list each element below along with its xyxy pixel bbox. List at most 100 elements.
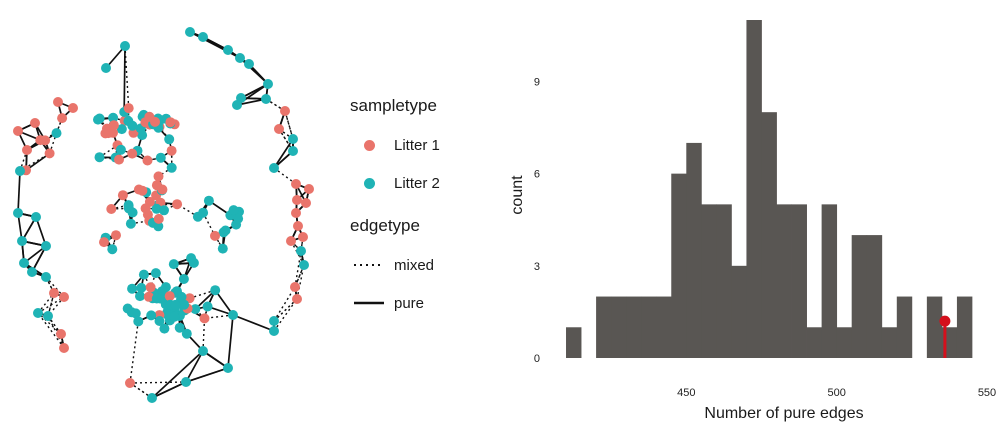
legend-item-mixed: mixed bbox=[350, 246, 500, 284]
litter1-node bbox=[150, 116, 160, 127]
mixed-edge bbox=[294, 250, 302, 288]
litter1-node bbox=[274, 124, 284, 134]
litter2-node bbox=[181, 328, 192, 339]
pure-edge bbox=[185, 350, 204, 383]
litter2-node bbox=[202, 301, 213, 312]
litter1-node bbox=[57, 113, 68, 124]
y-tick-label: 0 bbox=[534, 353, 540, 365]
histogram-bar bbox=[686, 142, 702, 358]
mixed-edge bbox=[48, 132, 58, 154]
litter1-node bbox=[13, 126, 23, 136]
litter2-dot-icon bbox=[350, 173, 388, 193]
litter1-node bbox=[166, 145, 177, 156]
litter1-node bbox=[280, 106, 290, 116]
litter2-node bbox=[150, 268, 161, 279]
histogram-bar bbox=[836, 327, 853, 358]
litter1-node bbox=[298, 232, 308, 242]
litter2-node bbox=[154, 316, 165, 326]
pure-edge bbox=[17, 170, 21, 214]
x-tick-label: 450 bbox=[677, 387, 695, 399]
litter2-node bbox=[151, 203, 162, 214]
litter2-node bbox=[190, 304, 201, 315]
litter2-node bbox=[147, 393, 157, 403]
litter2-node bbox=[33, 308, 43, 318]
litter1-node bbox=[127, 148, 138, 159]
histogram-bar bbox=[926, 296, 943, 358]
litter1-node bbox=[59, 343, 69, 353]
histogram-bar bbox=[656, 296, 672, 358]
histogram-bar bbox=[851, 235, 868, 358]
mixed-edge bbox=[294, 264, 305, 288]
litter2-node bbox=[19, 258, 29, 268]
histogram-bar bbox=[746, 20, 762, 358]
litter2-node bbox=[41, 241, 51, 251]
legend-item-litter1: Litter 1 bbox=[350, 126, 500, 164]
litter2-node bbox=[244, 59, 254, 69]
legend: sampletype Litter 1 Litter 2 edgetype mi… bbox=[350, 96, 500, 322]
litter1-node bbox=[142, 155, 153, 166]
litter2-node bbox=[94, 152, 105, 163]
pure-edge bbox=[151, 350, 204, 399]
litter2-node bbox=[178, 274, 189, 284]
histogram-bar bbox=[761, 112, 777, 358]
pure-edge bbox=[185, 367, 229, 383]
litter1-node bbox=[133, 184, 144, 195]
litter2-node bbox=[198, 32, 208, 42]
litter2-node bbox=[136, 282, 147, 293]
litter1-node bbox=[292, 195, 302, 205]
litter1-node bbox=[165, 117, 176, 128]
legend-item-pure: pure bbox=[350, 284, 500, 322]
mixed-edge bbox=[37, 312, 62, 335]
histogram-bar bbox=[596, 296, 612, 358]
litter2-node bbox=[288, 134, 298, 144]
histogram-bar bbox=[626, 296, 642, 358]
litter2-node bbox=[31, 212, 41, 222]
litter2-node bbox=[235, 53, 245, 63]
dotted-line-icon bbox=[350, 255, 388, 275]
litter1-node bbox=[53, 97, 63, 107]
litter1-node bbox=[145, 282, 156, 293]
litter1-node bbox=[56, 329, 66, 339]
pure-edge bbox=[273, 138, 294, 169]
histogram-bar bbox=[566, 327, 582, 358]
litter1-node bbox=[199, 313, 210, 324]
litter2-node bbox=[179, 299, 190, 310]
litter1-node bbox=[301, 198, 311, 208]
litter1-node bbox=[292, 294, 302, 304]
litter1-node bbox=[117, 190, 128, 201]
litter1-node bbox=[111, 230, 121, 241]
mixed-edge bbox=[47, 315, 65, 349]
litter2-node bbox=[127, 207, 138, 218]
legend-label-pure: pure bbox=[394, 294, 425, 312]
mixed-edge bbox=[99, 144, 118, 158]
litter2-node bbox=[269, 163, 279, 173]
litter2-node bbox=[108, 112, 119, 123]
litter1-node bbox=[172, 199, 183, 210]
solid-line-icon bbox=[350, 293, 388, 313]
litter1-node bbox=[125, 378, 135, 388]
litter2-node bbox=[15, 166, 25, 176]
mixed-edge bbox=[265, 98, 286, 112]
litter2-node bbox=[261, 94, 271, 104]
litter2-node bbox=[135, 291, 145, 302]
mixed-edge bbox=[273, 298, 298, 332]
histogram-bar bbox=[791, 204, 807, 358]
network-nodes bbox=[13, 27, 314, 403]
histogram-bar bbox=[881, 327, 898, 358]
litter2-node bbox=[288, 146, 298, 156]
litter2-node bbox=[130, 308, 141, 319]
litter2-node bbox=[296, 246, 306, 256]
litter2-node bbox=[107, 244, 118, 255]
pure-edge bbox=[232, 314, 275, 332]
litter2-node bbox=[133, 316, 144, 327]
litter2-node bbox=[198, 207, 209, 218]
y-tick-label: 6 bbox=[534, 169, 540, 181]
mixed-edge bbox=[129, 321, 139, 384]
mixed-edge bbox=[273, 286, 296, 322]
litter2-node bbox=[188, 257, 199, 268]
litter2-node bbox=[174, 322, 185, 333]
observed-value-point bbox=[939, 315, 951, 327]
x-tick-label: 550 bbox=[978, 387, 996, 399]
histogram-bar bbox=[671, 173, 687, 358]
network-graph bbox=[13, 27, 314, 403]
